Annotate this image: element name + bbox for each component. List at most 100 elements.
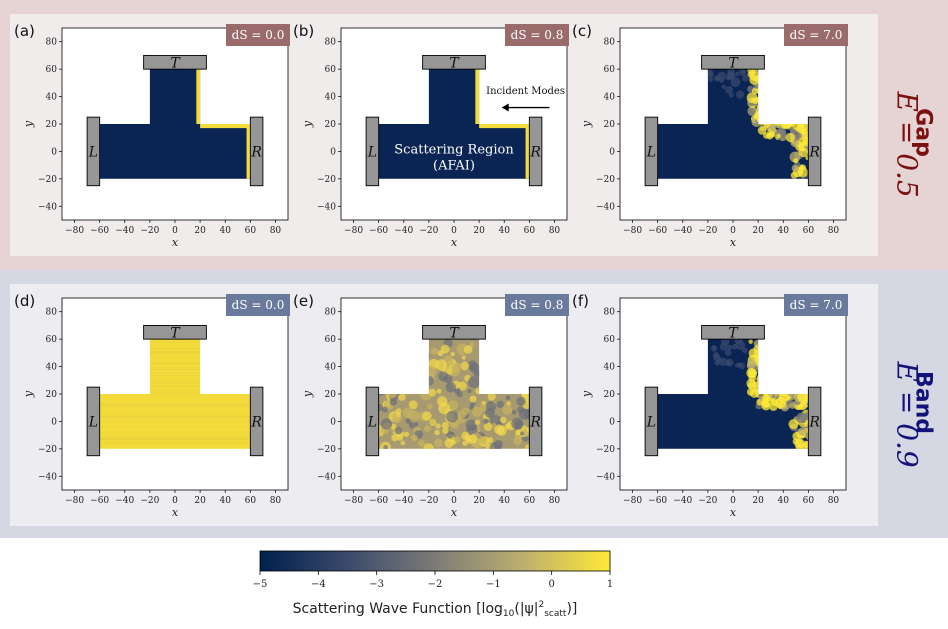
speckle (514, 420, 523, 430)
edge-speckle (800, 176, 805, 179)
x-tick-label: −40 (673, 226, 692, 236)
panel-label: (a) (14, 22, 35, 40)
edge-speckle (798, 427, 807, 436)
x-tick-label: −40 (115, 496, 134, 506)
speckle (511, 409, 517, 415)
edge-right (246, 124, 251, 179)
edge-speckle (747, 359, 756, 369)
y-axis-label: y (580, 120, 593, 128)
edge-vertical (196, 69, 201, 124)
speckle (396, 412, 402, 418)
x-tick-label: −60 (648, 496, 667, 506)
edge-speckle (798, 170, 803, 175)
band-row-equation: E = 0.9 (890, 361, 924, 468)
colorbar: −5 −4 −3 −2 −1 0 1 Scattering Wave Function [l… (250, 545, 630, 625)
y-tick-label: 80 (46, 38, 58, 48)
speckle (405, 418, 411, 424)
y-tick-label: 20 (325, 390, 337, 400)
x-tick-label: 40 (219, 496, 231, 506)
speckle (451, 367, 460, 377)
ds-badge-text: dS = 0.8 (511, 28, 564, 42)
edge-speckle (790, 171, 798, 179)
edge-right (525, 124, 530, 179)
speckle (411, 434, 418, 441)
y-tick-label: −40 (596, 472, 615, 482)
speckle (502, 404, 513, 415)
edge-vertical (475, 69, 480, 124)
stripe (99, 352, 251, 354)
gap-row-equation: E = 0.5 (890, 91, 924, 198)
speckle (383, 445, 388, 449)
speckle (519, 431, 525, 436)
interior-speckle (715, 75, 722, 82)
panel-label: (e) (293, 292, 314, 310)
edge-speckle (748, 339, 753, 344)
x-axis-label: x (172, 236, 179, 249)
stripe (99, 416, 251, 418)
speckle (518, 408, 530, 420)
colorbar-gradient (259, 550, 611, 572)
ds-badge-text: dS = 0.8 (511, 298, 564, 312)
speckle (450, 351, 455, 357)
lead-right (249, 116, 264, 187)
y-tick-label: 40 (46, 93, 58, 103)
x-tick-label: −20 (419, 226, 438, 236)
stripe (99, 395, 251, 397)
interior-speckle (726, 71, 735, 80)
speckle (380, 418, 393, 430)
stripe (99, 374, 251, 376)
speckle (505, 423, 511, 429)
lead-top (143, 324, 207, 340)
y-tick-label: 0 (609, 147, 615, 157)
speckle (467, 376, 480, 389)
panel-label: (d) (14, 292, 35, 310)
x-tick-label: 60 (803, 496, 815, 506)
edge-speckle (799, 413, 807, 421)
panel-f: L R T −80 −60 −40 −20 0 20 40 60 80 −40 −20 0 20 40 60 80 x… (562, 284, 852, 524)
lead-right-label: R (250, 144, 262, 160)
y-axis-label: y (301, 390, 314, 398)
edge-speckle (748, 348, 759, 359)
stripe (99, 348, 251, 350)
edge-speckle (761, 394, 771, 403)
x-axis-label: x (730, 236, 737, 249)
x-tick-label: 80 (828, 226, 840, 236)
x-tick-label: −20 (419, 496, 438, 506)
x-tick-label: 60 (524, 226, 536, 236)
colorbar-tick-label: −3 (369, 579, 384, 590)
x-tick-label: 0 (172, 226, 178, 236)
x-axis-label: x (172, 506, 179, 519)
interior-speckle (726, 344, 732, 351)
annotation-afai: (AFAI) (433, 158, 475, 173)
interior-speckle (734, 71, 740, 77)
ds-badge (784, 294, 848, 316)
y-tick-label: 0 (330, 417, 336, 427)
lead-left (644, 116, 659, 187)
speckle (428, 388, 437, 397)
x-tick-label: 0 (730, 226, 736, 236)
edge-speckle (746, 367, 757, 379)
edge-speckle (776, 133, 781, 139)
edge-speckle (789, 402, 796, 409)
speckle (438, 371, 449, 382)
edge-speckle (801, 137, 809, 147)
speckle (378, 403, 383, 412)
speckle (434, 429, 440, 436)
lead-right (249, 386, 264, 457)
speckle (474, 419, 481, 426)
lead-left-label: L (367, 144, 377, 160)
x-tick-label: 20 (752, 226, 764, 236)
speckle (467, 388, 472, 394)
lead-top (422, 54, 486, 70)
stripe (99, 347, 251, 349)
edge-speckle (798, 147, 809, 158)
stripe (99, 368, 251, 370)
x-tick-label: 40 (498, 496, 510, 506)
x-axis-label: x (451, 236, 458, 249)
edge-speckle (797, 392, 808, 403)
stripe (99, 381, 251, 383)
interior-speckle (741, 74, 749, 82)
edge-speckle (788, 419, 799, 430)
edge-speckle (803, 441, 809, 448)
lead-right-label: R (250, 414, 262, 430)
